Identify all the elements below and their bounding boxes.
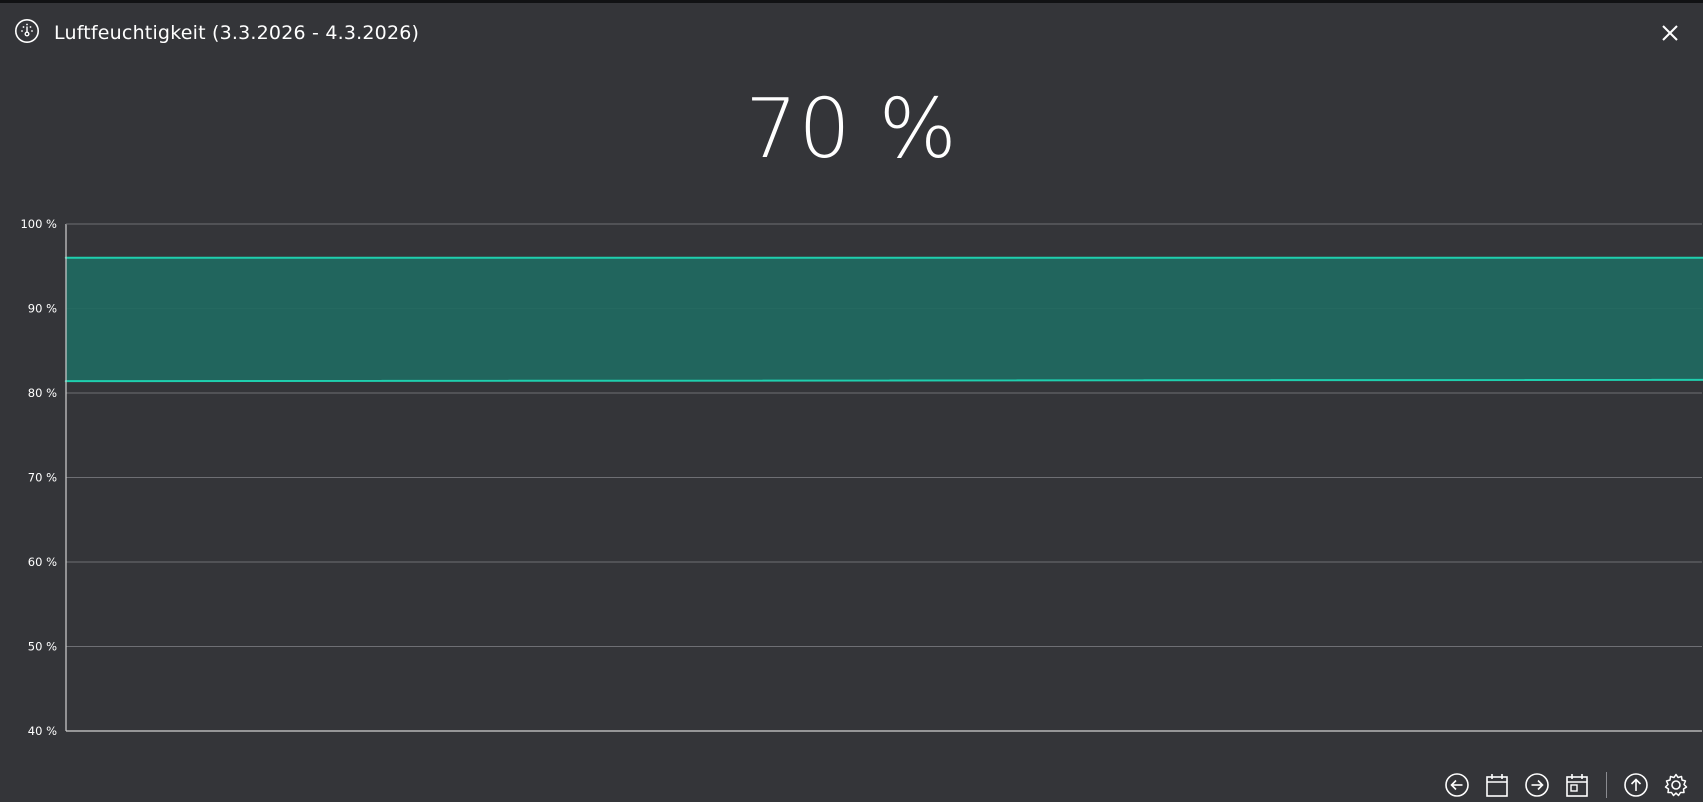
upload-icon	[1624, 773, 1648, 797]
window-top-border	[0, 0, 1703, 3]
close-button[interactable]	[1659, 22, 1681, 44]
current-value: 70 %	[745, 82, 958, 177]
y-tick-label: 50 %	[28, 640, 57, 654]
gear-icon	[1664, 773, 1688, 797]
dialog-title: Luftfeuchtigkeit (3.3.2026 - 4.3.2026)	[54, 22, 420, 44]
humidity-chart[interactable]: 40 %50 %60 %70 %80 %90 %100 % 07:0008:00…	[0, 0, 1703, 772]
settings-button[interactable]	[1663, 772, 1689, 798]
end-date-button[interactable]	[1564, 772, 1590, 798]
arrow-right-icon	[1525, 773, 1549, 797]
start-date-button[interactable]	[1484, 772, 1510, 798]
calendar-icon	[1486, 774, 1508, 797]
y-tick-label: 70 %	[28, 471, 57, 485]
y-tick-label: 100 %	[20, 217, 57, 231]
chart-axes	[65, 223, 1702, 732]
chart-toolbar	[1444, 772, 1689, 802]
y-tick-label: 60 %	[28, 555, 57, 569]
export-button[interactable]	[1623, 772, 1649, 798]
y-tick-label: 90 %	[28, 302, 57, 316]
previous-period-button[interactable]	[1444, 772, 1470, 798]
y-tick-label: 40 %	[28, 724, 57, 738]
next-period-button[interactable]	[1524, 772, 1550, 798]
y-axis-labels: 40 % 50 % 60 % 70 % 80 % 90 % 100 %	[20, 217, 57, 738]
toolbar-separator	[1606, 772, 1607, 798]
gauge-icon	[14, 18, 40, 48]
dialog-header: Luftfeuchtigkeit (3.3.2026 - 4.3.2026)	[14, 18, 419, 48]
close-icon	[1662, 25, 1678, 41]
series-area	[66, 257, 1703, 478]
y-tick-label: 80 %	[28, 386, 57, 400]
arrow-left-icon	[1445, 773, 1469, 797]
calendar-day-icon	[1566, 774, 1588, 797]
